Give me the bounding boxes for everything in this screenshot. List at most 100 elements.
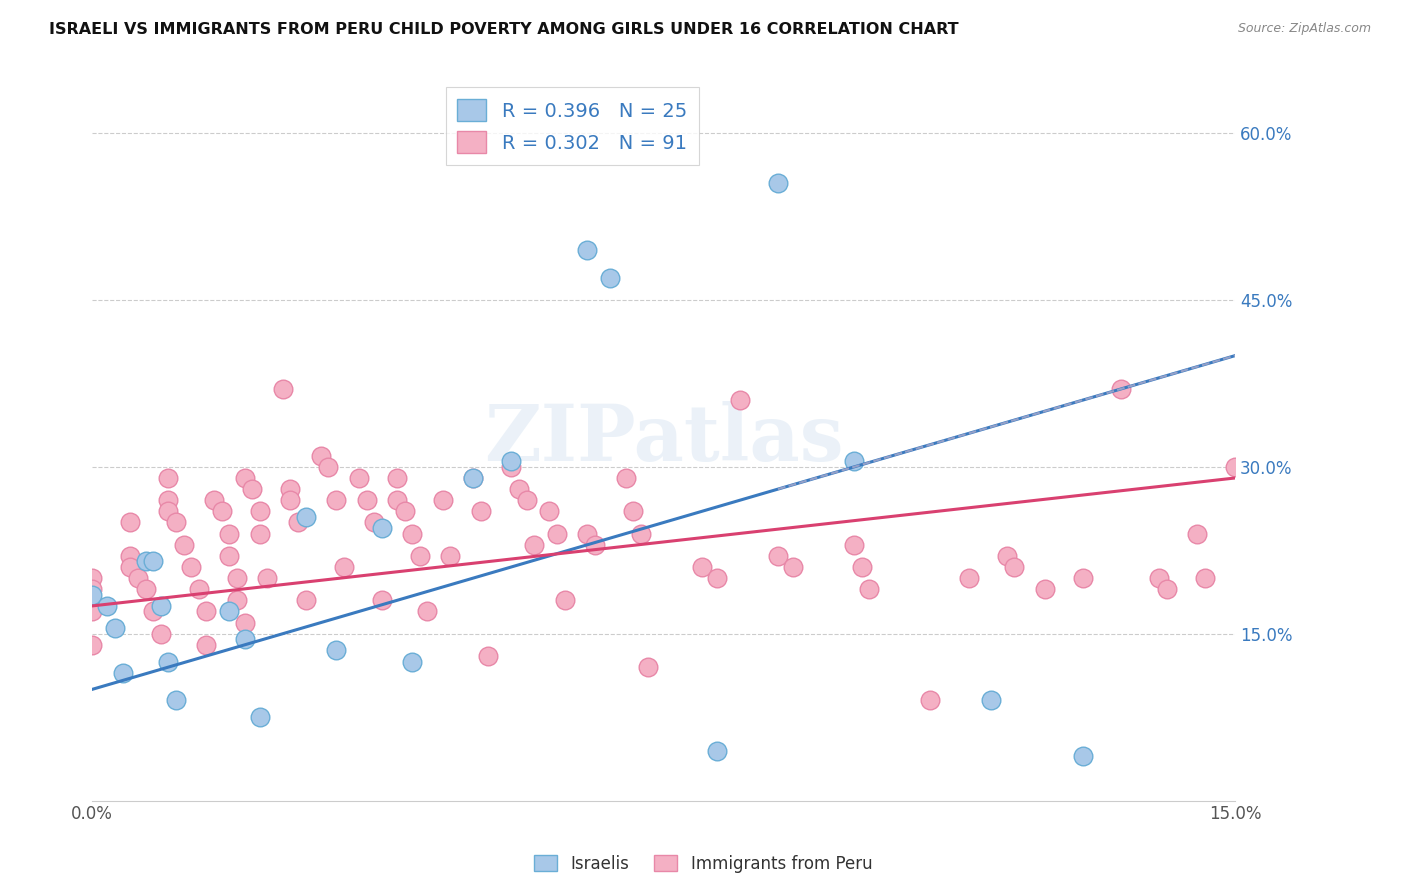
Point	[165, 516, 187, 530]
Point	[1156, 582, 1178, 597]
Point	[637, 660, 659, 674]
Point	[463, 471, 485, 485]
Point	[583, 538, 606, 552]
Point	[294, 509, 316, 524]
Point	[508, 482, 530, 496]
Point	[766, 549, 789, 563]
Point	[325, 493, 347, 508]
Point	[134, 554, 156, 568]
Point	[1109, 382, 1132, 396]
Point	[332, 560, 354, 574]
Point	[82, 588, 104, 602]
Point	[195, 605, 218, 619]
Point	[1033, 582, 1056, 597]
Point	[96, 599, 118, 613]
Point	[82, 571, 104, 585]
Point	[409, 549, 432, 563]
Point	[233, 471, 256, 485]
Point	[432, 493, 454, 508]
Point	[187, 582, 209, 597]
Point	[226, 593, 249, 607]
Point	[82, 593, 104, 607]
Point	[271, 382, 294, 396]
Point	[134, 582, 156, 597]
Point	[401, 655, 423, 669]
Point	[621, 504, 644, 518]
Legend: R = 0.396   N = 25, R = 0.302   N = 91: R = 0.396 N = 25, R = 0.302 N = 91	[446, 87, 699, 165]
Point	[104, 621, 127, 635]
Point	[706, 571, 728, 585]
Point	[233, 632, 256, 647]
Point	[501, 459, 523, 474]
Point	[325, 643, 347, 657]
Point	[218, 549, 240, 563]
Point	[240, 482, 263, 496]
Point	[157, 504, 180, 518]
Point	[218, 605, 240, 619]
Point	[523, 538, 546, 552]
Point	[501, 454, 523, 468]
Point	[630, 526, 652, 541]
Point	[385, 493, 408, 508]
Point	[394, 504, 416, 518]
Point	[149, 626, 172, 640]
Text: ISRAELI VS IMMIGRANTS FROM PERU CHILD POVERTY AMONG GIRLS UNDER 16 CORRELATION C: ISRAELI VS IMMIGRANTS FROM PERU CHILD PO…	[49, 22, 959, 37]
Point	[218, 526, 240, 541]
Point	[211, 504, 233, 518]
Point	[690, 560, 713, 574]
Point	[706, 743, 728, 757]
Legend: Israelis, Immigrants from Peru: Israelis, Immigrants from Peru	[527, 848, 879, 880]
Point	[477, 648, 499, 663]
Point	[554, 593, 576, 607]
Point	[318, 459, 340, 474]
Point	[385, 471, 408, 485]
Point	[1194, 571, 1216, 585]
Point	[844, 538, 866, 552]
Point	[142, 554, 165, 568]
Point	[82, 582, 104, 597]
Point	[157, 493, 180, 508]
Text: Source: ZipAtlas.com: Source: ZipAtlas.com	[1237, 22, 1371, 36]
Point	[226, 571, 249, 585]
Point	[120, 549, 142, 563]
Point	[363, 516, 385, 530]
Point	[111, 665, 134, 680]
Point	[173, 538, 195, 552]
Point	[782, 560, 804, 574]
Point	[416, 605, 439, 619]
Point	[614, 471, 637, 485]
Point	[1002, 560, 1025, 574]
Point	[120, 560, 142, 574]
Point	[980, 693, 1002, 707]
Point	[957, 571, 980, 585]
Point	[180, 560, 202, 574]
Point	[766, 176, 789, 190]
Point	[844, 454, 866, 468]
Point	[256, 571, 278, 585]
Point	[294, 593, 316, 607]
Point	[851, 560, 873, 574]
Point	[82, 638, 104, 652]
Point	[165, 693, 187, 707]
Point	[546, 526, 568, 541]
Point	[599, 270, 621, 285]
Point	[728, 393, 751, 408]
Point	[142, 605, 165, 619]
Point	[576, 526, 599, 541]
Point	[120, 516, 142, 530]
Point	[82, 605, 104, 619]
Point	[920, 693, 942, 707]
Point	[127, 571, 149, 585]
Point	[356, 493, 378, 508]
Point	[347, 471, 370, 485]
Point	[287, 516, 309, 530]
Point	[1225, 459, 1247, 474]
Point	[195, 638, 218, 652]
Point	[278, 493, 301, 508]
Point	[515, 493, 537, 508]
Point	[576, 243, 599, 257]
Point	[1071, 571, 1094, 585]
Point	[157, 655, 180, 669]
Point	[1147, 571, 1170, 585]
Point	[371, 593, 394, 607]
